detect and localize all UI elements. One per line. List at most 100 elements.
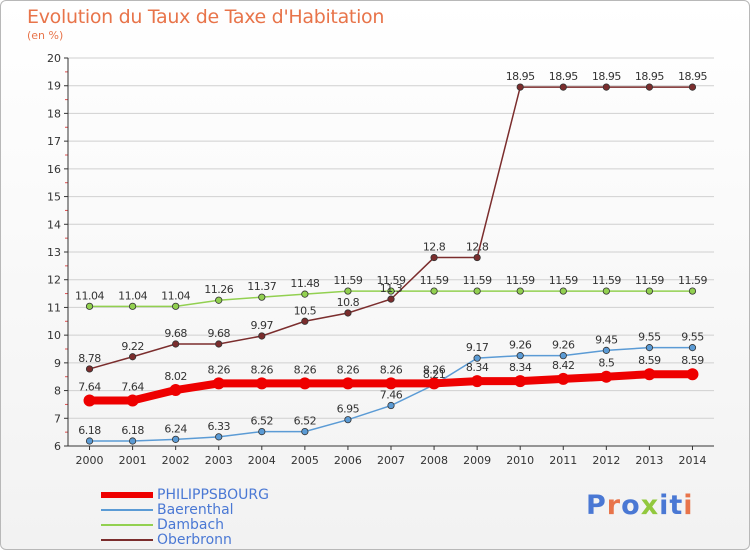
x-tick-label: 2001 <box>119 454 147 467</box>
data-point-philippsbourg <box>126 394 139 407</box>
data-label-dambach: 11.59 <box>333 274 362 287</box>
data-point-philippsbourg <box>255 377 268 390</box>
data-label-philippsbourg: 7.64 <box>121 381 144 394</box>
data-label-baerenthal: 9.17 <box>466 341 489 354</box>
data-label-oberbronn: 18.95 <box>635 70 664 83</box>
legend-label: Oberbronn <box>157 532 232 548</box>
legend-item-baerenthal: Baerenthal <box>101 502 234 518</box>
legend-swatch <box>101 539 153 541</box>
y-tick-label: 8 <box>54 385 61 398</box>
data-label-oberbronn: 18.95 <box>678 70 707 83</box>
data-point-philippsbourg <box>514 375 527 388</box>
x-tick-label: 2002 <box>162 454 190 467</box>
data-label-dambach: 11.26 <box>204 283 233 296</box>
data-label-baerenthal: 7.46 <box>380 389 403 402</box>
data-label-philippsbourg: 8.26 <box>207 363 230 376</box>
y-tick-label: 9 <box>54 357 61 370</box>
data-point-oberbronn <box>645 83 654 91</box>
data-point-baerenthal <box>172 435 180 443</box>
data-point-philippsbourg <box>557 372 570 385</box>
legend-swatch <box>101 492 153 498</box>
x-tick-label: 2012 <box>592 454 620 467</box>
data-point-baerenthal <box>129 437 137 445</box>
data-point-philippsbourg <box>169 384 182 397</box>
data-point-oberbronn <box>387 295 395 303</box>
y-tick-label: 12 <box>47 274 61 287</box>
data-label-dambach: 11.59 <box>377 274 406 287</box>
data-point-dambach <box>387 287 395 295</box>
data-point-oberbronn <box>559 83 567 91</box>
data-point-oberbronn <box>258 332 266 340</box>
y-tick-label: 10 <box>47 329 61 342</box>
data-label-oberbronn: 18.95 <box>549 70 578 83</box>
y-tick-label: 13 <box>47 246 61 259</box>
data-label-oberbronn: 9.22 <box>121 340 144 353</box>
x-tick-label: 2014 <box>678 454 706 467</box>
legend-item-dambach: Dambach <box>101 517 224 533</box>
data-point-oberbronn <box>688 83 697 91</box>
y-tick-label: 20 <box>47 52 61 65</box>
data-label-dambach: 11.59 <box>592 274 621 287</box>
brand-logo-letter: t <box>669 490 684 521</box>
data-label-baerenthal: 6.18 <box>121 424 144 437</box>
data-label-philippsbourg: 8.26 <box>294 363 317 376</box>
data-label-philippsbourg: 7.64 <box>78 381 101 394</box>
data-point-baerenthal <box>387 401 395 410</box>
data-label-philippsbourg: 8.42 <box>552 359 575 372</box>
legend-item-oberbronn: Oberbronn <box>101 532 232 548</box>
data-point-dambach <box>688 287 697 295</box>
data-label-dambach: 11.48 <box>290 277 319 290</box>
brand-logo-letter: P <box>586 490 607 521</box>
x-tick-label: 2003 <box>205 454 233 467</box>
data-label-baerenthal: 9.26 <box>509 339 532 352</box>
data-point-baerenthal <box>559 352 567 360</box>
legend-label: Dambach <box>157 517 225 533</box>
data-point-philippsbourg <box>298 377 311 390</box>
data-label-oberbronn: 9.97 <box>251 319 274 332</box>
data-label-philippsbourg: 8.59 <box>638 354 661 367</box>
data-point-philippsbourg <box>686 368 699 381</box>
data-point-baerenthal <box>301 427 309 436</box>
data-point-oberbronn <box>473 253 481 262</box>
brand-logo: Proxiti <box>586 490 694 521</box>
data-point-oberbronn <box>516 83 524 91</box>
data-label-oberbronn: 8.78 <box>78 352 101 365</box>
y-tick-label: 15 <box>47 191 61 204</box>
data-label-dambach: 11.59 <box>635 274 664 287</box>
data-label-dambach: 11.59 <box>549 274 578 287</box>
y-axis-unit-label: (en %) <box>27 29 64 42</box>
data-point-oberbronn <box>85 365 94 373</box>
legend-swatch <box>101 509 153 511</box>
data-label-dambach: 11.59 <box>420 274 449 287</box>
data-point-baerenthal <box>473 354 481 362</box>
y-tick-label: 18 <box>47 107 61 120</box>
data-label-baerenthal: 6.52 <box>251 415 274 428</box>
x-tick-label: 2009 <box>463 454 491 467</box>
brand-logo-letter: o <box>621 490 641 521</box>
data-label-baerenthal: 6.33 <box>207 420 230 433</box>
data-label-dambach: 11.59 <box>506 274 535 287</box>
x-tick-label: 2007 <box>377 454 405 467</box>
data-label-baerenthal: 9.55 <box>638 331 661 344</box>
data-label-dambach: 11.04 <box>161 289 190 302</box>
data-label-philippsbourg: 8.34 <box>466 361 489 374</box>
data-label-baerenthal: 9.45 <box>595 333 618 346</box>
x-tick-label: 2004 <box>248 454 276 467</box>
data-label-dambach: 11.04 <box>118 289 147 302</box>
data-label-philippsbourg: 8.59 <box>681 354 704 367</box>
data-point-dambach <box>215 296 223 304</box>
data-label-oberbronn: 18.95 <box>592 70 621 83</box>
brand-logo-letter: i <box>683 490 694 521</box>
data-label-philippsbourg: 8.26 <box>337 363 360 376</box>
chart-title: Evolution du Taux de Taxe d'Habitation <box>27 6 385 28</box>
data-point-oberbronn <box>301 317 309 325</box>
data-point-oberbronn <box>344 309 352 317</box>
data-label-baerenthal: 9.26 <box>552 339 575 352</box>
legend-label: Baerenthal <box>157 502 234 518</box>
data-label-baerenthal: 6.95 <box>337 403 360 416</box>
data-point-baerenthal <box>602 346 610 354</box>
data-point-oberbronn <box>172 340 180 348</box>
data-label-philippsbourg: 8.34 <box>509 361 532 374</box>
